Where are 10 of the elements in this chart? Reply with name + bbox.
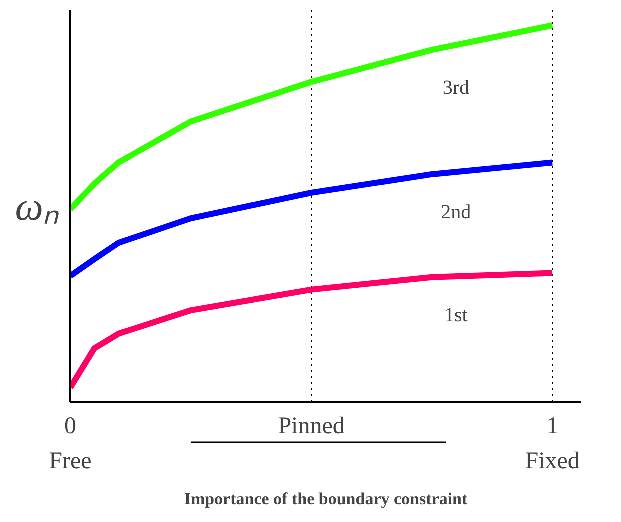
text: Fixed [525, 448, 580, 474]
x-axis-title: Importance of the boundary constraint [184, 490, 468, 508]
series-label: 3rd [442, 77, 470, 100]
text: Free [49, 448, 92, 474]
x-tick-label: 0 [64, 414, 76, 440]
x-tick-label: 1 [546, 414, 559, 440]
series-label: 1st [444, 304, 468, 326]
series-label: 2nd [441, 201, 472, 224]
y-axis-title: ωₙ [15, 184, 60, 229]
x-tick-label: Pinned [278, 414, 345, 440]
